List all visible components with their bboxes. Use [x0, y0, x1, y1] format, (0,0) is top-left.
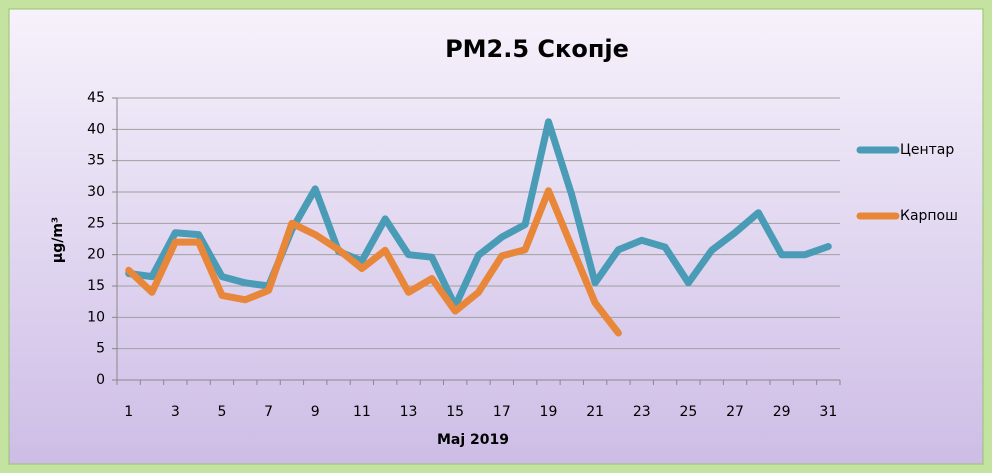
y-tick-label: 30 [87, 184, 105, 200]
x-tick-label: 15 [446, 404, 464, 420]
chart-area [8, 8, 984, 465]
x-tick-label: 19 [540, 404, 558, 420]
x-tick-label: 3 [171, 404, 180, 420]
x-tick-label: 7 [264, 404, 273, 420]
x-tick-label: 5 [217, 404, 226, 420]
y-tick-label: 40 [87, 121, 105, 137]
legend-label: Карпош [900, 208, 958, 224]
y-tick-label: 35 [87, 153, 105, 169]
x-tick-label: 29 [773, 404, 791, 420]
x-axis-label: Мај 2019 [437, 432, 509, 448]
x-tick-label: 27 [726, 404, 744, 420]
line-series [125, 118, 832, 310]
x-tick-label: 13 [400, 404, 418, 420]
chart-title: PM2.5 Скопје [445, 35, 629, 63]
y-tick-label: 20 [87, 247, 105, 263]
x-tick-label: 1 [124, 404, 133, 420]
x-tick-label: 9 [311, 404, 320, 420]
legend-label: Центар [900, 142, 954, 158]
y-tick-label: 45 [87, 90, 105, 106]
y-tick-label: 15 [87, 278, 105, 294]
x-tick-label: 17 [493, 404, 511, 420]
line-series [125, 187, 622, 337]
x-tick-label: 21 [586, 404, 604, 420]
x-tick-label: 25 [679, 404, 697, 420]
y-tick-label: 10 [87, 309, 105, 325]
y-axis-label: μg/m³ [50, 217, 66, 263]
x-tick-label: 23 [633, 404, 651, 420]
y-tick-label: 0 [96, 372, 105, 388]
y-tick-label: 5 [96, 341, 105, 357]
y-tick-label: 25 [87, 215, 105, 231]
x-tick-label: 31 [819, 404, 837, 420]
x-tick-label: 11 [353, 404, 371, 420]
